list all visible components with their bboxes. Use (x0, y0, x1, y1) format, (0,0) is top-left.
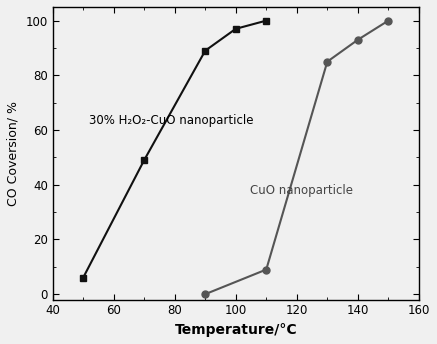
Y-axis label: CO Coversion/ %: CO Coversion/ % (7, 101, 20, 206)
X-axis label: Temperature/°C: Temperature/°C (174, 323, 297, 337)
Text: CuO nanoparticle: CuO nanoparticle (250, 184, 354, 197)
Text: 30% H₂O₂-CuO nanoparticle: 30% H₂O₂-CuO nanoparticle (89, 114, 254, 127)
